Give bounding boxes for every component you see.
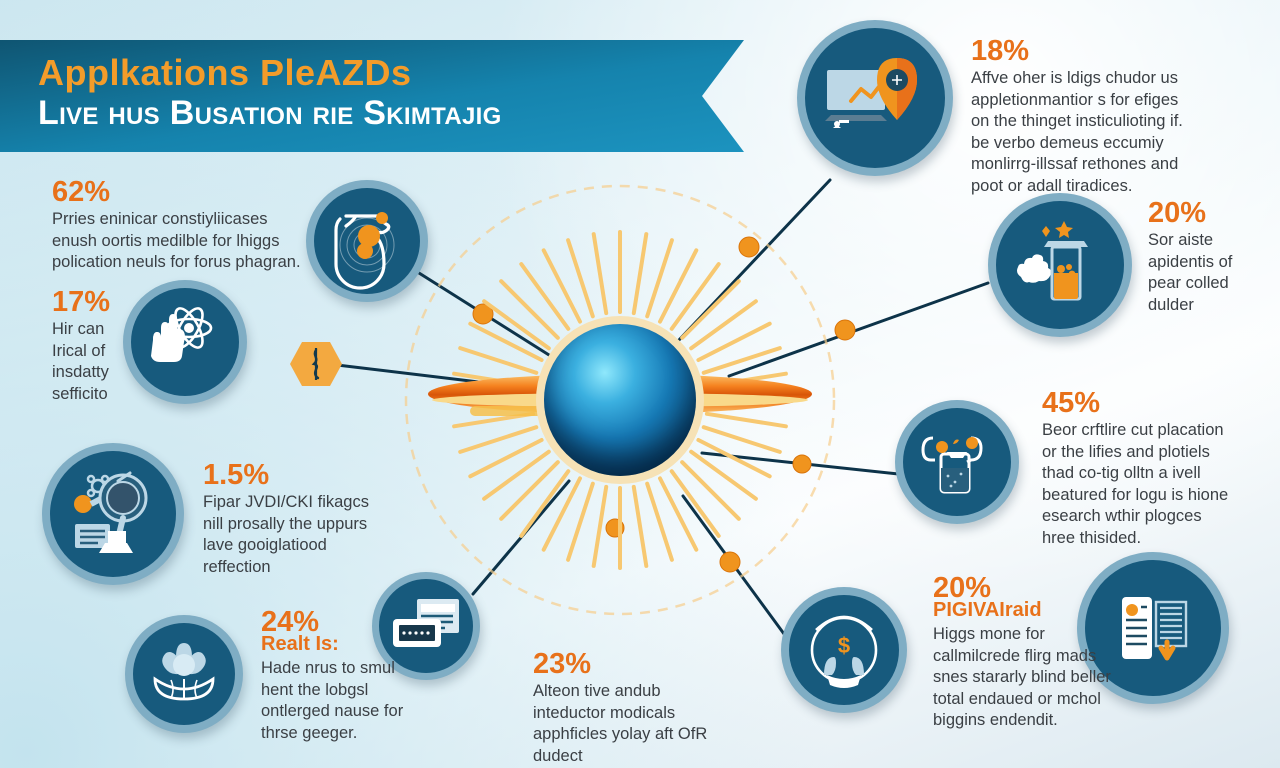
svg-text:$: $ xyxy=(838,633,850,658)
